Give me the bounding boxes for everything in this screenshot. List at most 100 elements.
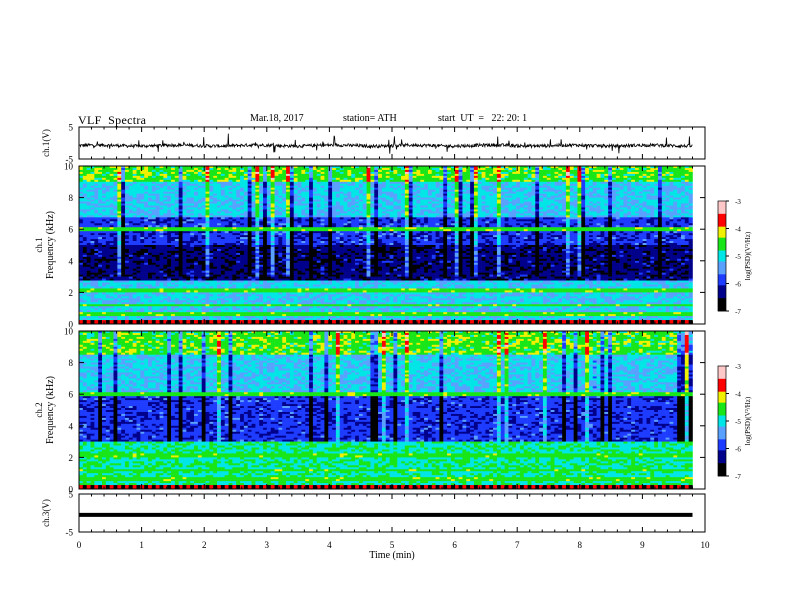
spectrogram-cell: [459, 168, 463, 170]
spectrogram-cell: [455, 170, 459, 172]
spectrogram-cell: [405, 186, 409, 188]
spectrogram-cell: [110, 168, 114, 170]
spectrogram-cell: [401, 186, 405, 188]
spectrogram-cell: [685, 168, 689, 170]
spectrogram-cell: [359, 178, 363, 180]
spectrogram-cell: [459, 176, 463, 178]
spectrogram-cell: [194, 184, 198, 186]
spectrogram-cell: [137, 176, 141, 178]
spectrogram-cell: [255, 182, 259, 184]
spectrogram-cell: [420, 180, 424, 182]
spectrogram-cell: [79, 168, 83, 170]
spectrogram-cell: [209, 178, 213, 180]
spectrogram-cell: [489, 172, 493, 174]
spectrogram-cell: [689, 174, 693, 176]
spectrogram-cell: [340, 178, 344, 180]
spectrogram-cell: [121, 176, 125, 178]
spectrogram-cell: [244, 176, 248, 178]
spectrogram-cell: [240, 186, 244, 188]
spectrogram-cell: [662, 186, 666, 188]
spectrogram-cell: [114, 186, 118, 188]
spectrogram-cell: [631, 180, 635, 182]
spectrogram-cell: [666, 170, 670, 172]
spectrogram-cell: [148, 186, 152, 188]
spectrogram-cell: [374, 180, 378, 182]
spectrogram-cell: [259, 178, 263, 180]
spectrogram-cell: [121, 172, 125, 174]
spectrogram-cell: [669, 174, 673, 176]
spectrogram-cell: [355, 178, 359, 180]
spectrogram-cell: [623, 180, 627, 182]
spectrogram-cell: [386, 184, 390, 186]
spectrogram-cell: [643, 186, 647, 188]
spectrogram-cell: [612, 178, 616, 180]
spectrogram-cell: [140, 186, 144, 188]
spectrogram-cell: [597, 176, 601, 178]
spectrogram-cell: [144, 174, 148, 176]
spectrogram-cell: [462, 178, 466, 180]
spectrogram-cell: [286, 180, 290, 182]
spectrogram-cell: [194, 170, 198, 172]
spectrogram-cell: [152, 172, 156, 174]
spectrogram-cell: [152, 180, 156, 182]
spectrogram-cell: [508, 180, 512, 182]
spectrogram-cell: [436, 174, 440, 176]
spectrogram-cell: [125, 170, 129, 172]
spectrogram-cell: [635, 170, 639, 172]
spectrogram-cell: [259, 174, 263, 176]
spectrogram-cell: [386, 172, 390, 174]
spectrogram-cell: [367, 172, 371, 174]
spectrogram-cell: [248, 184, 252, 186]
spectrogram-cell: [344, 180, 348, 182]
spectrogram-cell: [547, 172, 551, 174]
spectrogram-cell: [221, 168, 225, 170]
spectrogram-cell: [87, 170, 91, 172]
spectrogram-cell: [416, 186, 420, 188]
spectrogram-cell: [547, 184, 551, 186]
spectrogram-cell: [397, 178, 401, 180]
spectrogram-cell: [370, 174, 374, 176]
spectrogram-cell: [558, 170, 562, 172]
spectrogram-cell: [593, 180, 597, 182]
spectrogram-cell: [83, 186, 87, 188]
spectrogram-cell: [367, 178, 371, 180]
spectrogram-cell: [459, 184, 463, 186]
spectrogram-cell: [156, 180, 160, 182]
spectrogram-cell: [378, 176, 382, 178]
spectrogram-cell: [194, 178, 198, 180]
spectrogram-cell: [206, 176, 210, 178]
spectrogram-cell: [152, 174, 156, 176]
spectrogram-cell: [328, 168, 332, 170]
spectrogram-cell: [416, 172, 420, 174]
spectrogram-cell: [566, 176, 570, 178]
spectrogram-cell: [144, 186, 148, 188]
spectrogram-cell: [198, 174, 202, 176]
spectrogram-cell: [117, 182, 121, 184]
spectrogram-cell: [367, 182, 371, 184]
spectrogram-cell: [378, 178, 382, 180]
spectrogram-cell: [370, 186, 374, 188]
spectrogram-cell: [298, 168, 302, 170]
spectrogram-cell: [305, 180, 309, 182]
spectrogram-cell: [106, 186, 110, 188]
spectrogram-cell: [278, 180, 282, 182]
spectrogram-cell: [324, 178, 328, 180]
spectrogram-cell: [324, 186, 328, 188]
spectrogram-cell: [163, 178, 167, 180]
spectrogram-cell: [608, 170, 612, 172]
spectrogram-cell: [102, 172, 106, 174]
spectrogram-cell: [470, 176, 474, 178]
spectrogram-cell: [221, 182, 225, 184]
spectrogram-cell: [516, 186, 520, 188]
spectrogram-cell: [516, 178, 520, 180]
spectrogram-cell: [179, 174, 183, 176]
spectrogram-cell: [259, 172, 263, 174]
spectrogram-cell: [650, 176, 654, 178]
spectrogram-cell: [313, 170, 317, 172]
spectrogram-cell: [600, 176, 604, 178]
spectrogram-cell: [278, 172, 282, 174]
spectrogram-cell: [278, 184, 282, 186]
spectrogram-cell: [332, 184, 336, 186]
spectrogram-cell: [133, 174, 137, 176]
spectrogram-cell: [370, 184, 374, 186]
